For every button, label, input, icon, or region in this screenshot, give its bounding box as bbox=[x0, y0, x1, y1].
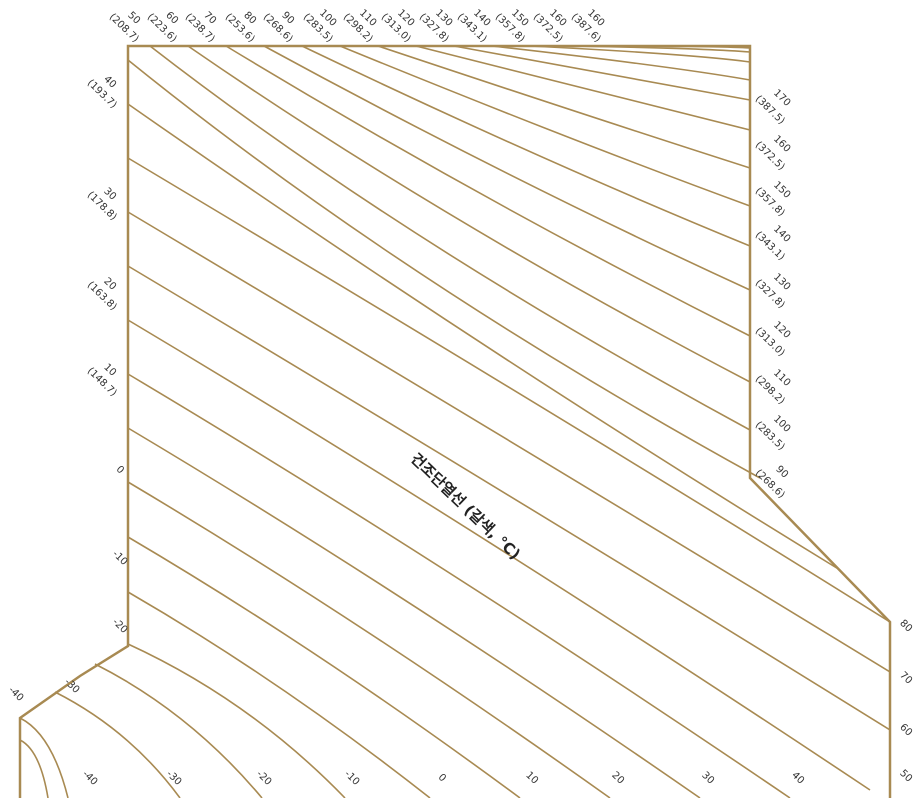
dry-adiabat-line bbox=[377, 45, 751, 169]
bottom-isotherm-label: 20 bbox=[609, 770, 626, 787]
right-isotherm-label: 90 bbox=[773, 464, 790, 481]
lower-right-isotherm-label: 60 bbox=[897, 722, 914, 739]
dry-adiabat-line bbox=[149, 45, 751, 431]
left-isotherm-label: -20 bbox=[110, 617, 129, 636]
left-isotherm-label: -10 bbox=[110, 549, 129, 568]
bottom-isotherm-label: 0 bbox=[436, 772, 448, 784]
center-label: 건조단열선 (갈색, °C) bbox=[407, 450, 524, 564]
dry-adiabat-line bbox=[19, 739, 49, 798]
dry-adiabat-line bbox=[127, 481, 611, 798]
dry-adiabat-line bbox=[127, 265, 891, 731]
dry-adiabat-line bbox=[127, 103, 841, 571]
dry-adiabat-line bbox=[127, 591, 431, 798]
lower-right-isotherm-label: 50 bbox=[897, 768, 914, 785]
dry-adiabat-line bbox=[491, 45, 751, 81]
bottom-isotherm-label: 30 bbox=[699, 770, 716, 787]
dry-adiabat-line bbox=[529, 45, 751, 63]
bottom-isotherm-label: -10 bbox=[342, 769, 361, 788]
isotherm-labels: 50(208.7) 60(223.6) 70(238.7) 80(253.6) 90(2… bbox=[6, 8, 914, 788]
dry-adiabat-line bbox=[127, 157, 891, 623]
left-isotherm-label: -30 bbox=[62, 677, 81, 696]
dry-adiabat-line bbox=[127, 211, 891, 673]
dry-adiabat-line bbox=[127, 59, 761, 479]
dry-adiabat-line bbox=[339, 45, 751, 207]
dry-adiabat-line bbox=[127, 536, 521, 798]
dry-adiabat-line bbox=[19, 717, 69, 798]
bottom-isotherm-label: 40 bbox=[789, 770, 806, 787]
dry-adiabat-line bbox=[301, 45, 751, 247]
bottom-isotherm-label: -30 bbox=[164, 769, 183, 788]
dry-adiabat-line bbox=[127, 373, 791, 798]
left-isotherm-label: -40 bbox=[6, 685, 25, 704]
left-isotherm-label: 0 bbox=[114, 464, 126, 476]
diagram-boundary bbox=[18, 44, 892, 798]
dry-adiabat-line bbox=[94, 663, 263, 798]
dry-adiabat-curves bbox=[19, 45, 891, 798]
bottom-isotherm-label: -40 bbox=[80, 769, 99, 788]
dry-adiabat-line bbox=[453, 45, 751, 101]
dry-adiabat-line bbox=[415, 45, 751, 131]
dry-adiabat-line bbox=[127, 643, 346, 798]
bottom-isotherm-label: 10 bbox=[523, 770, 540, 787]
dry-adiabat-line bbox=[54, 691, 181, 798]
lower-right-isotherm-label: 80 bbox=[897, 618, 914, 635]
lower-right-isotherm-label: 70 bbox=[897, 670, 914, 687]
bottom-isotherm-label: -20 bbox=[254, 769, 273, 788]
dry-adiabat-line bbox=[225, 45, 751, 337]
dry-adiabat-line bbox=[127, 427, 701, 798]
dry-adiabat-line bbox=[263, 45, 751, 291]
dry-adiabat-line bbox=[127, 319, 871, 791]
dry-adiabat-line bbox=[187, 45, 751, 383]
